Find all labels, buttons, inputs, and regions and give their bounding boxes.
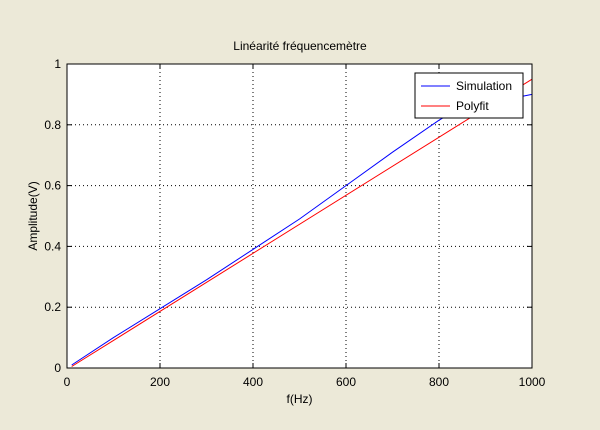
axis-ticks: 0 200 400 600 800 1000 0 0.2 0.4 0.6 0.8 1 xyxy=(44,57,545,389)
y-tick-label: 0.2 xyxy=(44,300,61,314)
y-tick-label: 0 xyxy=(54,361,61,375)
x-axis-label: f(Hz) xyxy=(287,392,313,406)
x-tick-label: 800 xyxy=(429,375,449,389)
y-tick-label: 0.8 xyxy=(44,118,61,132)
x-tick-label: 1000 xyxy=(519,375,546,389)
series-line-polyfit xyxy=(71,78,533,367)
y-tick-label: 1 xyxy=(54,57,61,71)
y-tick-label: 0.4 xyxy=(44,239,61,253)
grid-lines xyxy=(67,64,532,368)
legend-label-simulation: Simulation xyxy=(456,79,512,93)
x-tick-label: 0 xyxy=(64,375,71,389)
chart-title: Linéarité fréquencemètre xyxy=(233,39,367,53)
x-tick-label: 400 xyxy=(243,375,263,389)
x-tick-label: 600 xyxy=(336,375,356,389)
legend-label-polyfit: Polyfit xyxy=(456,99,489,113)
legend: Simulation Polyfit xyxy=(414,72,524,119)
y-axis-label: Amplitude(V) xyxy=(26,181,40,250)
legend-box xyxy=(414,72,524,119)
y-tick-label: 0.6 xyxy=(44,179,61,193)
plot-frame xyxy=(66,63,533,369)
x-tick-label: 200 xyxy=(150,375,170,389)
